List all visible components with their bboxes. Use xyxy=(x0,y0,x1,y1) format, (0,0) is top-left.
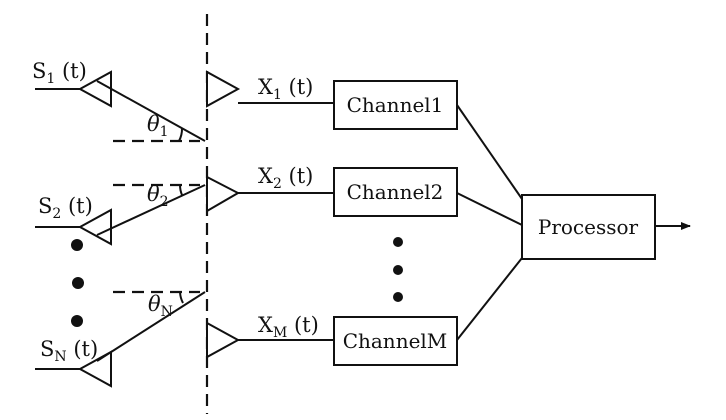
sensor-2-triangle xyxy=(206,175,241,213)
channel-ellipsis-dot-2 xyxy=(393,265,403,275)
angle-n-label: θN xyxy=(148,292,173,320)
source-ellipsis-dot-1 xyxy=(71,239,83,251)
channel-ellipsis-dot-1 xyxy=(393,237,403,247)
source-n-label: SN (t) xyxy=(40,337,98,365)
sensor-row-2: X2 (t) Channel2 xyxy=(206,164,458,217)
signal-1-label: X1 (t) xyxy=(258,75,313,103)
angle-2-arc xyxy=(179,184,183,196)
sensor-m-triangle xyxy=(206,321,241,359)
source-1-label: S1 (t) xyxy=(32,59,87,87)
source-2-group: S2 (t) θ2 xyxy=(35,182,206,246)
source-n-wave-ray xyxy=(96,291,206,362)
sensor-1-triangle xyxy=(206,70,241,108)
source-n-group: SN (t) θN xyxy=(35,290,206,388)
angle-2-label: θ2 xyxy=(147,182,169,210)
channel-2-box xyxy=(333,167,458,217)
channel-2-label: Channel2 xyxy=(347,180,444,204)
channel-1-label: Channel1 xyxy=(347,93,444,117)
source-2-triangle xyxy=(77,208,112,246)
processor-group: Processor xyxy=(521,194,691,260)
angle-1-arc xyxy=(178,127,183,142)
sensor-row-m: XM (t) ChannelM xyxy=(206,313,458,366)
channel-2-to-processor-line xyxy=(456,192,523,226)
channel-ellipsis-dot-3 xyxy=(393,292,403,302)
processor-label: Processor xyxy=(538,215,639,239)
channel-1-box xyxy=(333,80,458,130)
source-1-group: S1 (t) θ1 xyxy=(32,59,206,143)
source-1-wave-ray xyxy=(96,80,206,142)
sensor-row-1: X1 (t) Channel1 xyxy=(206,70,458,130)
source-2-wave-ray xyxy=(96,184,206,236)
angle-1-label: θ1 xyxy=(147,112,169,140)
signal-2-label: X2 (t) xyxy=(258,164,313,192)
channel-m-box xyxy=(333,316,458,366)
channel-m-to-processor-line xyxy=(456,257,523,341)
source-ellipsis-dot-3 xyxy=(71,315,83,327)
channel-m-label: ChannelM xyxy=(343,329,448,353)
signal-m-label: XM (t) xyxy=(258,313,319,341)
angle-n-arc xyxy=(179,291,184,304)
source-n-triangle xyxy=(77,350,112,388)
source-2-label: S2 (t) xyxy=(38,194,93,222)
source-ellipsis-dot-2 xyxy=(72,277,84,289)
channel-1-to-processor-line xyxy=(456,104,523,200)
